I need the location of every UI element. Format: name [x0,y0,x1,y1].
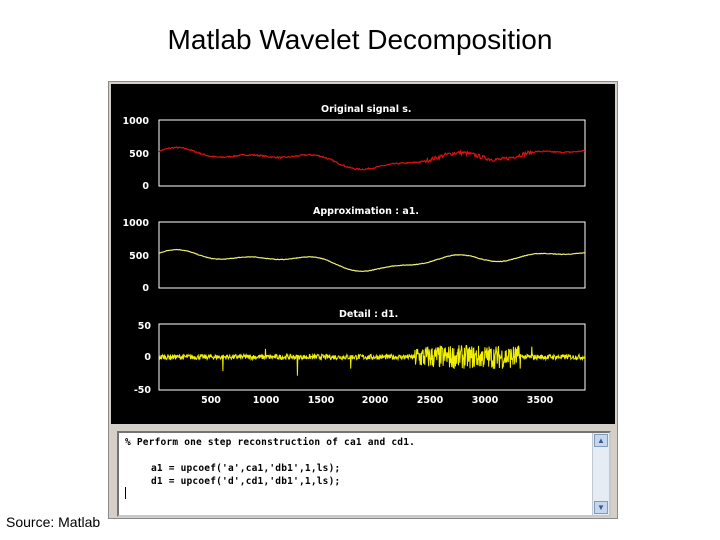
ytick-label: 50 [137,321,151,332]
xtick-label: 3500 [526,395,554,406]
approximation-axes [158,221,586,289]
scroll-up-icon[interactable]: ▲ [594,434,608,447]
ytick-label: 0 [142,181,149,192]
figure-canvas: Original signal s. 1000 500 0 Approximat… [111,84,615,424]
ytick-label: 1000 [122,218,149,229]
detail-line [158,344,586,376]
slide-title: Matlab Wavelet Decomposition [167,24,553,55]
vertical-scrollbar[interactable]: ▲ ▼ [592,433,609,515]
scroll-down-icon[interactable]: ▼ [594,501,608,514]
signal-traces [158,119,586,391]
code-line-a1: a1 = upcoef('a',ca1,'db1',1,ls); [151,463,341,474]
matlab-figure-window: Original signal s. 1000 500 0 Approximat… [108,81,618,519]
ytick-label: 1000 [122,116,149,127]
text-cursor [125,487,126,499]
approximation-line [158,248,586,273]
ytick-label: 500 [129,149,149,160]
source-caption: Source: Matlab [6,514,101,530]
original-signal-title: Original signal s. [321,104,412,115]
command-window[interactable]: % Perform one step reconstruction of ca1… [117,431,611,517]
code-line-d1: d1 = upcoef('d',cd1,'db1',1,ls); [151,476,341,487]
xtick-label: 3000 [471,395,499,406]
approximation-title: Approximation : a1. [313,206,419,217]
original-signal-line [158,146,586,171]
xtick-label: 500 [201,395,221,406]
xtick-label: 1500 [307,395,335,406]
detail-title: Detail : d1. [339,309,399,320]
ytick-label: 0 [144,352,151,363]
ytick-label: -50 [133,385,151,396]
ytick-label: 500 [129,251,149,262]
comment-line: % Perform one step reconstruction of ca1… [125,437,416,448]
xtick-label: 2000 [361,395,389,406]
original-axes [158,119,586,187]
ytick-label: 0 [142,283,149,294]
xtick-label: 1000 [252,395,280,406]
xtick-label: 2500 [416,395,444,406]
